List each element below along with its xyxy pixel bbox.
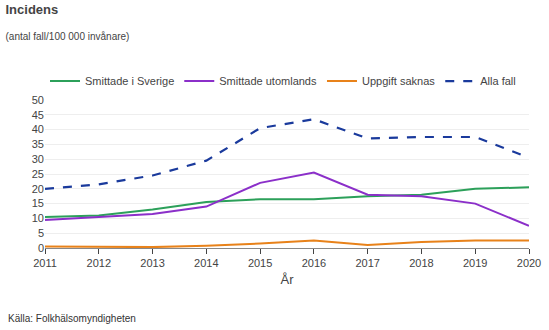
- svg-text:Smittade utomlands: Smittade utomlands: [219, 75, 317, 87]
- svg-text:År: År: [281, 272, 295, 287]
- svg-text:2017: 2017: [355, 257, 379, 269]
- svg-text:50: 50: [32, 94, 44, 106]
- svg-text:25: 25: [32, 168, 44, 180]
- svg-text:40: 40: [32, 123, 44, 135]
- svg-text:(antal fall/100 000 invånare): (antal fall/100 000 invånare): [5, 31, 129, 42]
- svg-text:45: 45: [32, 109, 44, 121]
- svg-text:Källa: Folkhälsomyndigheten: Källa: Folkhälsomyndigheten: [8, 313, 136, 324]
- svg-text:2016: 2016: [302, 257, 326, 269]
- svg-text:2011: 2011: [33, 257, 57, 269]
- svg-text:2012: 2012: [87, 257, 111, 269]
- svg-text:10: 10: [32, 212, 44, 224]
- svg-text:35: 35: [32, 138, 44, 150]
- svg-text:Alla fall: Alla fall: [480, 75, 515, 87]
- svg-text:0: 0: [38, 242, 44, 254]
- svg-text:2018: 2018: [409, 257, 433, 269]
- svg-text:2014: 2014: [194, 257, 218, 269]
- svg-text:2015: 2015: [248, 257, 272, 269]
- svg-text:Incidens: Incidens: [5, 2, 58, 17]
- svg-text:Smittade i Sverige: Smittade i Sverige: [85, 75, 174, 87]
- svg-text:2013: 2013: [140, 257, 164, 269]
- svg-text:2020: 2020: [517, 257, 541, 269]
- svg-text:5: 5: [38, 227, 44, 239]
- svg-text:2019: 2019: [463, 257, 487, 269]
- svg-text:Uppgift saknas: Uppgift saknas: [362, 75, 435, 87]
- svg-text:30: 30: [32, 153, 44, 165]
- svg-text:20: 20: [32, 183, 44, 195]
- svg-text:15: 15: [32, 197, 44, 209]
